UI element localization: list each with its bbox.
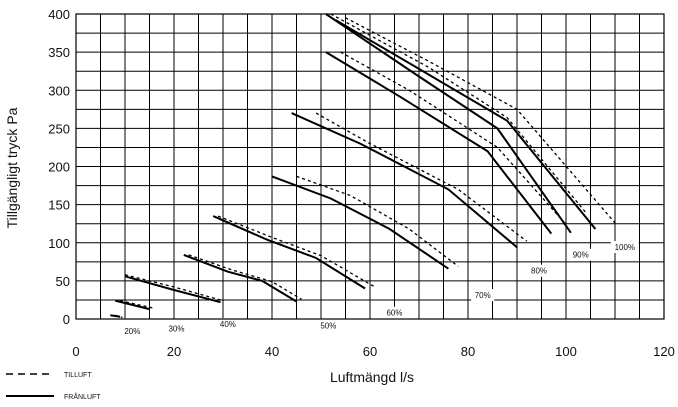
speed-label: 80% xyxy=(531,267,547,276)
y-tick-label: 250 xyxy=(48,121,70,136)
speed-label: 70% xyxy=(475,291,491,300)
x-tick-labels: 0 20 40 60 80 100 120 xyxy=(72,344,674,359)
speed-labels: 20% 30% 40% 50% 60% 70% 80% 90% 100% xyxy=(120,241,639,337)
speed-label-box xyxy=(569,248,593,261)
y-tick-label: 300 xyxy=(48,83,70,98)
speed-label: 40% xyxy=(220,320,236,329)
franluft-curve-80 xyxy=(325,51,553,235)
franluft-curve-20 xyxy=(114,299,150,311)
x-tick-label: 100 xyxy=(555,344,577,359)
y-tick-label: 200 xyxy=(48,160,70,175)
curves xyxy=(110,13,616,319)
x-tick-label: 0 xyxy=(72,344,79,359)
y-tick-label: 0 xyxy=(63,312,70,327)
tilluft-curve-50 xyxy=(217,215,376,288)
y-tick-label: 400 xyxy=(48,7,70,22)
y-tick-label: 50 xyxy=(56,274,70,289)
franluft-curve-60 xyxy=(271,175,449,270)
franluft-curve-50 xyxy=(212,215,366,290)
speed-label-box xyxy=(164,322,188,335)
speed-label-box xyxy=(527,264,551,277)
speed-label-box xyxy=(120,324,144,337)
tilluft-curve-90 xyxy=(330,13,587,213)
speed-label: 50% xyxy=(320,322,336,331)
x-tick-label: 20 xyxy=(167,344,181,359)
x-axis-title: Luftmängd l/s xyxy=(330,369,414,385)
y-tick-label: 350 xyxy=(48,45,70,60)
franluft-curve-90 xyxy=(325,13,572,234)
tilluft-curve-30 xyxy=(124,274,224,302)
x-tick-label: 60 xyxy=(363,344,377,359)
legend: TILLUFT FRÅNLUFT xyxy=(6,372,101,401)
franluft-curve-100 xyxy=(335,19,597,230)
speed-label-box xyxy=(383,306,406,319)
speed-label: 20% xyxy=(124,327,140,336)
speed-label: 90% xyxy=(573,251,589,260)
plot-frame xyxy=(75,13,665,320)
franluft-curve-70 xyxy=(291,112,518,249)
grid xyxy=(76,14,664,319)
speed-label-box xyxy=(610,241,639,254)
y-tick-label: 150 xyxy=(48,198,70,213)
x-tick-label: 120 xyxy=(653,344,675,359)
speed-label-box xyxy=(216,318,240,331)
legend-label-franluft: FRÅNLUFT xyxy=(64,392,101,401)
speed-label: 100% xyxy=(615,243,635,252)
y-tick-label: 100 xyxy=(48,236,70,251)
tilluft-curve-80 xyxy=(340,51,567,225)
speed-label-box xyxy=(471,289,495,302)
tilluft-curve-100 xyxy=(345,17,616,224)
tilluft-curve-60 xyxy=(296,175,459,267)
y-tick-labels: 0 50 100 150 200 250 300 350 400 xyxy=(48,7,70,327)
tilluft-curve-70 xyxy=(315,112,528,242)
speed-label: 60% xyxy=(386,309,402,318)
legend-label-tilluft: TILLUFT xyxy=(64,372,92,379)
speed-label: 30% xyxy=(168,325,184,334)
franluft-curve-30 xyxy=(124,275,221,304)
speed-label-box xyxy=(316,319,340,332)
x-tick-label: 80 xyxy=(461,344,475,359)
tilluft-curve-40 xyxy=(188,254,302,300)
y-axis-title: Tillgängligt tryck Pa xyxy=(4,107,20,228)
x-tick-label: 40 xyxy=(265,344,279,359)
franluft-curve-20 xyxy=(110,314,121,318)
franluft-curve-40 xyxy=(183,253,298,303)
